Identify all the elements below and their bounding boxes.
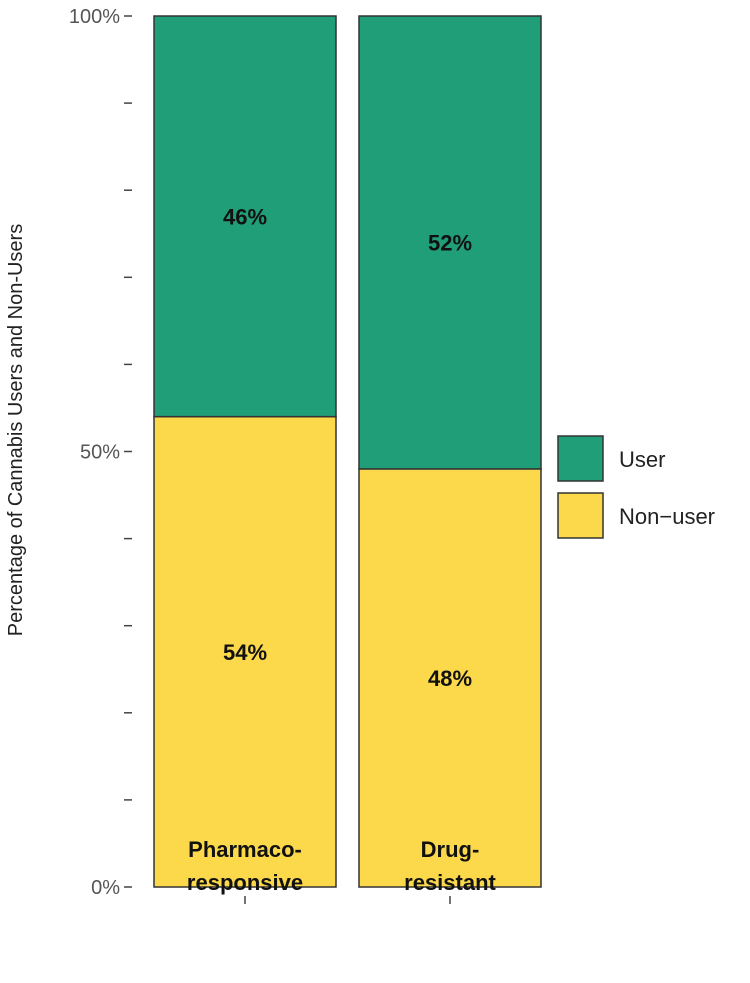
y-axis-label: Percentage of Cannabis Users and Non-Use… xyxy=(5,224,27,636)
bar-segment xyxy=(153,15,337,418)
x-tick-label: Drug- xyxy=(421,837,480,862)
legend-label: Non−user xyxy=(619,504,715,529)
x-tick-label: resistant xyxy=(404,870,496,895)
y-axis: 0% 50% 100% xyxy=(69,6,132,899)
legend: User Non−user xyxy=(557,435,715,539)
data-label: 46% xyxy=(223,204,267,229)
bar-segment xyxy=(153,415,337,888)
data-label: 48% xyxy=(428,666,472,691)
x-tick-label: Pharmaco- xyxy=(188,837,302,862)
x-tick-label: responsive xyxy=(187,870,303,895)
legend-swatch xyxy=(557,435,604,482)
bar-segment xyxy=(358,468,542,888)
y-tick-label: 50% xyxy=(80,442,120,464)
bar-segment xyxy=(358,15,542,470)
y-tick-label: 100% xyxy=(69,6,120,28)
legend-label: User xyxy=(619,447,665,472)
y-tick-label: 0% xyxy=(91,877,120,899)
bars: 54% 46% 48% 52% xyxy=(153,15,542,888)
data-label: 54% xyxy=(223,640,267,665)
data-label: 52% xyxy=(428,230,472,255)
x-axis: Pharmaco-responsive Drug-resistant xyxy=(187,837,497,904)
legend-swatch xyxy=(557,492,604,539)
